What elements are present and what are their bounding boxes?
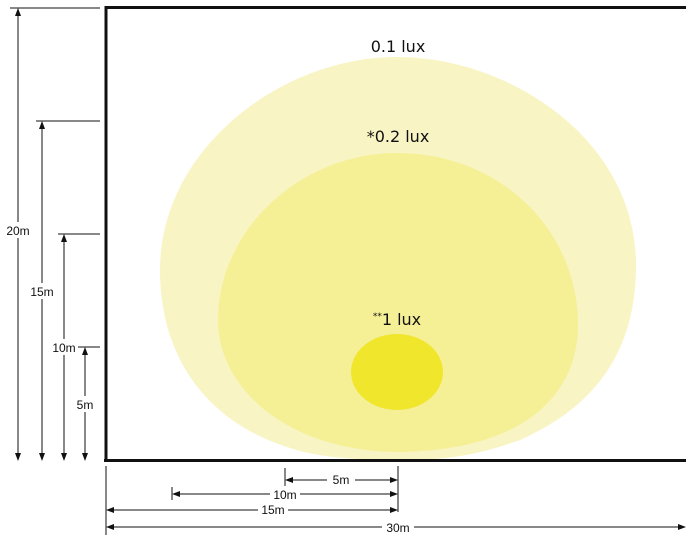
dim-h30-arrow-right bbox=[678, 524, 686, 530]
dim-h5-arrow-right bbox=[390, 477, 398, 483]
dim-h10-arrow-left bbox=[172, 491, 180, 497]
dim-v15-label: 15m bbox=[30, 285, 53, 299]
dim-v10-arrow-bottom bbox=[61, 453, 67, 461]
zone-0-2-lux bbox=[218, 153, 578, 452]
dim-h10-arrow-right bbox=[390, 491, 398, 497]
dim-h30-label: 30m bbox=[386, 521, 409, 535]
dim-v5-arrow-bottom bbox=[82, 453, 88, 461]
dim-v20-label: 20m bbox=[6, 224, 29, 238]
dim-h15-arrow-left bbox=[106, 507, 114, 513]
dim-v15-arrow-top bbox=[39, 121, 45, 129]
dim-v15-arrow-bottom bbox=[39, 453, 45, 461]
dim-v20-arrow-bottom bbox=[15, 453, 21, 461]
dim-h5-label: 5m bbox=[333, 473, 350, 487]
dim-v5-label: 5m bbox=[77, 398, 94, 412]
label-0-1-lux: 0.1 lux bbox=[371, 37, 426, 56]
dim-h15-arrow-right bbox=[390, 507, 398, 513]
dim-h30-arrow-left bbox=[106, 524, 114, 530]
dim-h15-label: 15m bbox=[261, 503, 284, 517]
zone-1-lux bbox=[351, 334, 443, 410]
label-0-2-lux: *0.2 lux bbox=[367, 127, 430, 146]
dim-h10-label: 10m bbox=[273, 488, 296, 502]
dim-v5-arrow-top bbox=[82, 347, 88, 355]
dim-h5-arrow-left bbox=[285, 477, 293, 483]
dim-v20-arrow-top bbox=[15, 8, 21, 16]
label-1-lux: **1 lux bbox=[373, 310, 421, 329]
dim-v10-label: 10m bbox=[52, 341, 75, 355]
dim-v10-arrow-top bbox=[61, 234, 67, 242]
